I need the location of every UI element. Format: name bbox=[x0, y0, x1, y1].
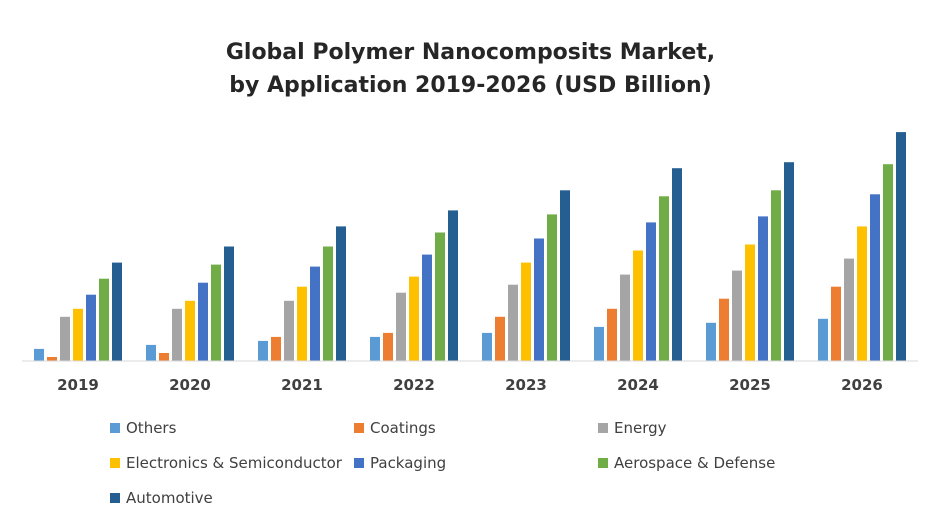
bars-group bbox=[34, 132, 906, 362]
bar-packaging-2026 bbox=[870, 194, 880, 361]
x-tick-label-2025: 2025 bbox=[729, 376, 771, 394]
bar-energy-2022 bbox=[396, 292, 406, 361]
bar-packaging-2021 bbox=[310, 266, 320, 361]
bar-coatings-2025 bbox=[719, 298, 729, 361]
chart-title: Global Polymer Nanocomposits Market, by … bbox=[0, 36, 941, 102]
x-tick-label-2019: 2019 bbox=[57, 376, 99, 394]
x-tick-label-2022: 2022 bbox=[393, 376, 435, 394]
bar-coatings-2022 bbox=[383, 332, 393, 361]
bar-automotive-2020 bbox=[224, 246, 234, 361]
bar-electronics-and-semiconductor-2025 bbox=[745, 244, 755, 361]
bar-electronics-and-semiconductor-2019 bbox=[73, 308, 83, 361]
bar-others-2021 bbox=[258, 340, 268, 361]
bar-electronics-and-semiconductor-2021 bbox=[297, 286, 307, 361]
bar-coatings-2021 bbox=[271, 336, 281, 361]
bar-packaging-2023 bbox=[534, 238, 544, 361]
bar-energy-2021 bbox=[284, 300, 294, 362]
bar-packaging-2019 bbox=[86, 294, 96, 361]
bar-automotive-2025 bbox=[784, 162, 794, 361]
chart-title-line-1: Global Polymer Nanocomposits Market, bbox=[225, 40, 716, 65]
bar-electronics-and-semiconductor-2023 bbox=[521, 262, 531, 361]
bar-energy-2025 bbox=[732, 270, 742, 361]
bar-others-2020 bbox=[146, 344, 156, 361]
bar-aerospace-and-defense-2020 bbox=[211, 264, 221, 361]
bar-coatings-2024 bbox=[607, 308, 617, 361]
x-tick-label-2021: 2021 bbox=[281, 376, 323, 394]
bar-others-2019 bbox=[34, 348, 44, 361]
bar-energy-2019 bbox=[60, 316, 70, 361]
bar-aerospace-and-defense-2021 bbox=[323, 246, 333, 361]
bar-coatings-2020 bbox=[159, 353, 169, 361]
bar-others-2024 bbox=[594, 326, 604, 361]
x-tick-label-2020: 2020 bbox=[169, 376, 211, 394]
bar-electronics-and-semiconductor-2024 bbox=[633, 250, 643, 361]
bar-energy-2023 bbox=[508, 284, 518, 361]
bar-electronics-and-semiconductor-2026 bbox=[857, 226, 867, 361]
bar-automotive-2026 bbox=[896, 132, 906, 361]
bar-aerospace-and-defense-2024 bbox=[659, 196, 669, 361]
bar-electronics-and-semiconductor-2022 bbox=[409, 276, 419, 361]
bar-automotive-2022 bbox=[448, 210, 458, 361]
bar-aerospace-and-defense-2019 bbox=[99, 278, 109, 361]
bar-aerospace-and-defense-2022 bbox=[435, 232, 445, 361]
bar-packaging-2024 bbox=[646, 222, 656, 361]
bar-energy-2024 bbox=[620, 274, 630, 361]
bar-coatings-2019 bbox=[47, 357, 57, 361]
bar-electronics-and-semiconductor-2020 bbox=[185, 300, 195, 362]
bar-coatings-2026 bbox=[831, 286, 841, 361]
bar-aerospace-and-defense-2026 bbox=[883, 164, 893, 361]
x-tick-label-2026: 2026 bbox=[841, 376, 883, 394]
bar-others-2026 bbox=[818, 318, 828, 361]
bar-aerospace-and-defense-2023 bbox=[547, 214, 557, 361]
bar-coatings-2023 bbox=[495, 316, 505, 361]
bar-others-2022 bbox=[370, 336, 380, 361]
bar-automotive-2023 bbox=[560, 190, 570, 361]
bar-aerospace-and-defense-2025 bbox=[771, 190, 781, 361]
bar-packaging-2022 bbox=[422, 254, 432, 361]
x-tick-labels: 2019 2020 2021 2022 2023 2024 2025 2026 bbox=[57, 376, 883, 394]
bar-others-2023 bbox=[482, 332, 492, 361]
bar-automotive-2019 bbox=[112, 262, 122, 361]
bar-energy-2026 bbox=[844, 258, 854, 361]
bar-packaging-2025 bbox=[758, 216, 768, 361]
bar-automotive-2024 bbox=[672, 168, 682, 361]
bar-others-2025 bbox=[706, 322, 716, 361]
chart-title-line-2: by Application 2019-2026 (USD Billion) bbox=[229, 73, 712, 98]
x-tick-label-2024: 2024 bbox=[617, 376, 659, 394]
bar-energy-2020 bbox=[172, 308, 182, 361]
x-tick-label-2023: 2023 bbox=[505, 376, 547, 394]
bar-packaging-2020 bbox=[198, 282, 208, 361]
bar-automotive-2021 bbox=[336, 226, 346, 361]
